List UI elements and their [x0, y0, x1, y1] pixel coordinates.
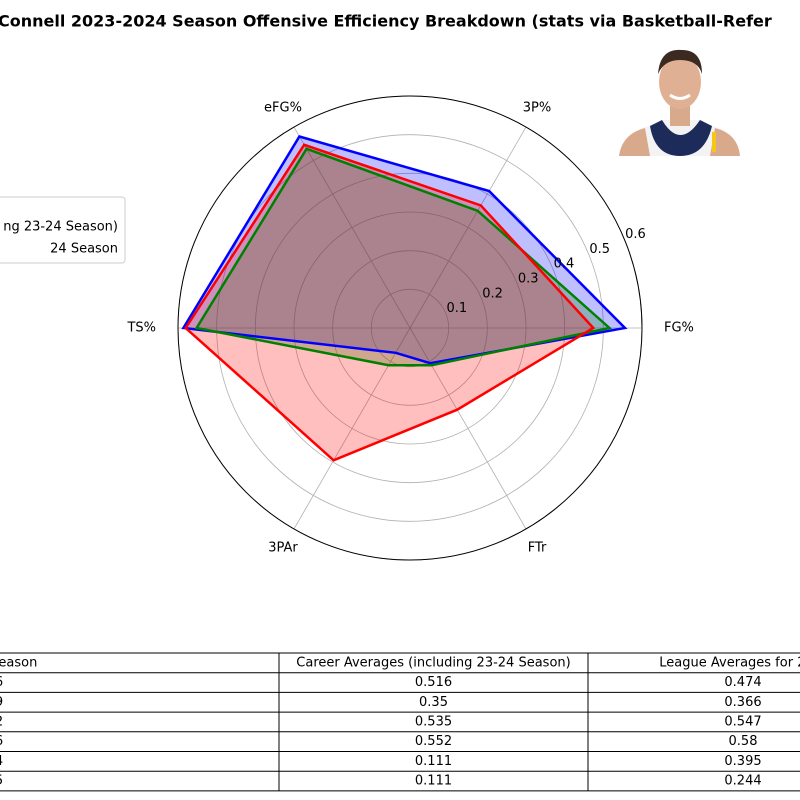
- table-cell: 0.35: [419, 695, 448, 710]
- radar-area: [185, 144, 594, 461]
- axis-label: FG%: [664, 321, 694, 336]
- table-cell: 0.366: [724, 695, 761, 710]
- r-tick-label: 0.4: [554, 257, 575, 272]
- table-cell: 0.074: [0, 754, 3, 769]
- table-cell: 0.409: [0, 695, 3, 710]
- axis-label: eFG%: [264, 101, 302, 116]
- chart-title: Connell 2023-2024 Season Offensive Effic…: [0, 12, 772, 31]
- table-cell: 0.395: [724, 754, 761, 769]
- table-cell: 0.58: [729, 734, 758, 749]
- table-cell: 0.474: [724, 675, 761, 690]
- legend-label: 24 Season: [50, 242, 118, 257]
- radar-line: [194, 147, 613, 367]
- table-cell: 0.244: [724, 774, 761, 789]
- player-photo: [619, 49, 740, 156]
- table-cell: 0.105: [0, 774, 3, 789]
- axis-label: 3P%: [523, 101, 551, 116]
- outer-frame: [177, 95, 643, 561]
- table-cell: 0.586: [0, 734, 3, 749]
- grid-spoke: [293, 327, 411, 530]
- radar-area: [196, 148, 610, 366]
- axis-label: TS%: [126, 321, 156, 336]
- table-cell: 0.111: [415, 754, 452, 769]
- table-cell: 0.535: [415, 714, 452, 729]
- radar-line: [184, 143, 596, 462]
- r-tick-label: 0.6: [625, 227, 646, 242]
- grid-spoke: [409, 327, 527, 530]
- table-header: Career Averages (including 23-24 Season): [296, 655, 570, 670]
- table-header: League Averages for 23-2: [659, 655, 800, 670]
- axis-label: 3PAr: [268, 540, 298, 555]
- r-tick-label: 0.1: [446, 301, 467, 316]
- table-header: 2023-24 Season: [0, 655, 37, 670]
- table-cell: 0.572: [0, 714, 3, 729]
- table-cell: 0.111: [415, 774, 452, 789]
- r-tick-label: 0.5: [589, 242, 610, 257]
- table-cell: 0.516: [415, 675, 452, 690]
- r-tick-label: 0.2: [482, 286, 503, 301]
- legend-box: [0, 196, 126, 264]
- data-table: 2023-24 Season 0.556 0.409 0.572 0.586 0.074 0…: [0, 652, 800, 792]
- grid-spoke: [409, 126, 527, 329]
- radar-area: [183, 136, 625, 364]
- table-cell: 0.556: [0, 675, 3, 690]
- grid-spoke: [293, 126, 411, 329]
- axis-label: FTr: [528, 540, 547, 555]
- table-cell: 0.552: [415, 734, 452, 749]
- r-tick-label: 0.3: [518, 272, 539, 287]
- legend-label: ng 23-24 Season): [3, 220, 118, 235]
- radar-line: [181, 135, 628, 365]
- table-cell: 0.547: [724, 714, 761, 729]
